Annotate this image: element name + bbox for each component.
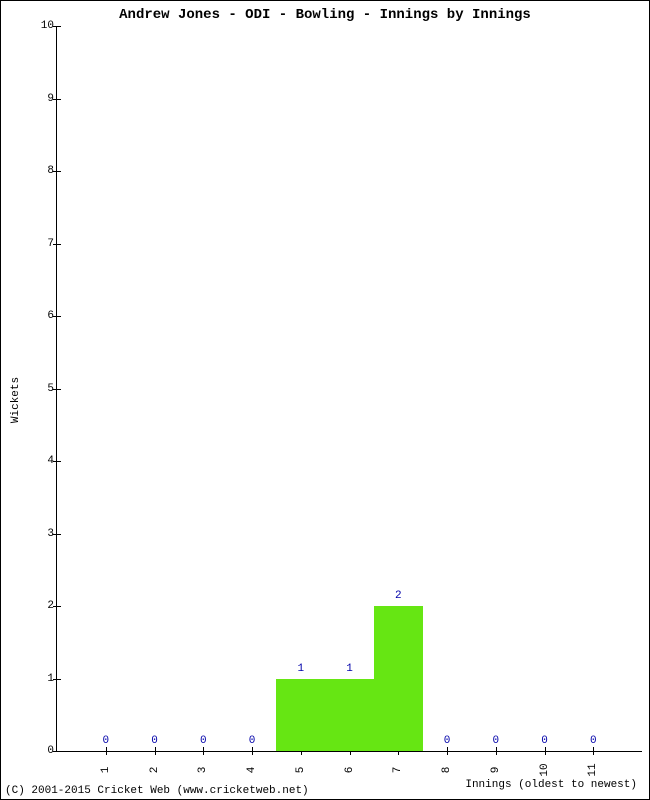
x-tick-label: 11 — [587, 763, 599, 776]
bar-value-label: 1 — [297, 663, 304, 675]
y-tick-label: 0 — [47, 745, 54, 757]
x-tick — [155, 747, 156, 755]
x-tick-label: 9 — [490, 767, 502, 774]
x-tick — [496, 747, 497, 755]
y-tick — [53, 534, 61, 535]
y-tick-label: 10 — [41, 20, 54, 32]
y-tick — [53, 26, 61, 27]
y-tick — [53, 99, 61, 100]
x-tick-label: 10 — [539, 763, 551, 776]
y-tick-label: 9 — [47, 93, 54, 105]
x-tick — [203, 747, 204, 755]
y-tick-label: 4 — [47, 455, 54, 467]
bar-value-label: 0 — [444, 735, 451, 747]
x-tick-label: 5 — [295, 767, 307, 774]
bar — [374, 606, 423, 751]
y-tick-label: 7 — [47, 238, 54, 250]
chart-title: Andrew Jones - ODI - Bowling - Innings b… — [1, 7, 649, 23]
bar-value-label: 0 — [151, 735, 158, 747]
x-tick-label: 4 — [246, 767, 258, 774]
x-tick-label: 6 — [344, 767, 356, 774]
y-tick — [53, 171, 61, 172]
bar-value-label: 1 — [346, 663, 353, 675]
bar-value-label: 2 — [395, 590, 402, 602]
bar — [276, 679, 325, 752]
bar-value-label: 0 — [590, 735, 597, 747]
x-axis-title: Innings (oldest to newest) — [465, 779, 637, 791]
y-axis-title: Wickets — [10, 377, 22, 423]
y-tick-label: 2 — [47, 600, 54, 612]
y-tick — [53, 316, 61, 317]
y-tick — [53, 751, 61, 752]
y-tick-label: 1 — [47, 673, 54, 685]
bar — [325, 679, 374, 752]
y-tick — [53, 244, 61, 245]
y-tick-label: 5 — [47, 383, 54, 395]
x-tick-label: 8 — [441, 767, 453, 774]
chart-container: Andrew Jones - ODI - Bowling - Innings b… — [0, 0, 650, 800]
bar-value-label: 0 — [541, 735, 548, 747]
bar-value-label: 0 — [200, 735, 207, 747]
x-tick — [545, 747, 546, 755]
bar-value-label: 0 — [102, 735, 109, 747]
y-tick-label: 8 — [47, 165, 54, 177]
x-tick-label: 2 — [149, 767, 161, 774]
y-tick-label: 3 — [47, 528, 54, 540]
y-tick — [53, 389, 61, 390]
bar-value-label: 0 — [492, 735, 499, 747]
x-tick — [447, 747, 448, 755]
x-tick — [593, 747, 594, 755]
bar-value-label: 0 — [249, 735, 256, 747]
x-tick-label: 7 — [392, 767, 404, 774]
copyright-text: (C) 2001-2015 Cricket Web (www.cricketwe… — [5, 785, 309, 797]
x-tick — [106, 747, 107, 755]
y-tick-label: 6 — [47, 310, 54, 322]
x-tick — [252, 747, 253, 755]
y-tick — [53, 606, 61, 607]
x-tick-label: 3 — [197, 767, 209, 774]
plot-area: Innings (oldest to newest) 1020304051617… — [56, 26, 642, 752]
x-tick-label: 1 — [100, 767, 112, 774]
